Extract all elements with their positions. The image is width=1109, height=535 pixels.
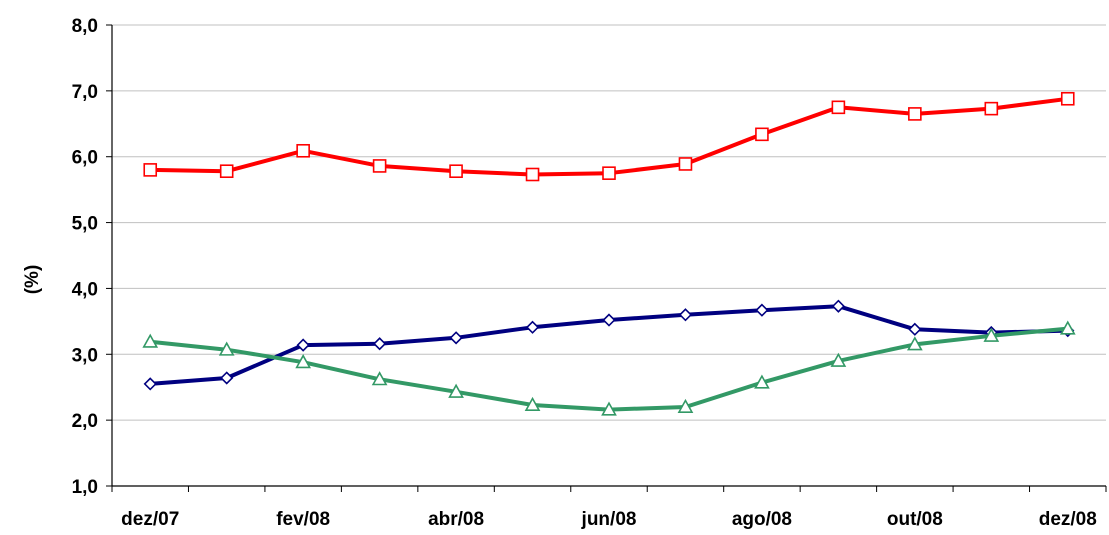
x-tick-label: dez/08 [1039, 509, 1097, 530]
data-point-square [525, 167, 540, 182]
data-point-diamond [372, 337, 387, 351]
x-tick-label: fev/08 [276, 509, 330, 530]
data-point-diamond [525, 320, 540, 334]
data-point-square [372, 159, 387, 173]
data-point-square [984, 101, 999, 116]
data-point-triangle [830, 352, 847, 367]
y-tick-label: 7,0 [72, 82, 98, 103]
x-tick-label: out/08 [887, 509, 943, 530]
data-point-square [831, 100, 846, 115]
x-tick-label: abr/08 [428, 509, 484, 530]
x-tick-label: ago/08 [732, 509, 792, 530]
data-point-square [908, 107, 922, 121]
data-point-square [602, 166, 616, 180]
data-point-diamond [449, 331, 463, 345]
data-point-triangle [218, 341, 235, 356]
y-axis-title: (%) [22, 265, 43, 295]
y-tick-label: 5,0 [72, 214, 98, 235]
data-point-triangle [295, 354, 312, 369]
data-point-square [296, 143, 310, 158]
data-point-square [449, 164, 463, 179]
data-point-square [219, 164, 234, 179]
data-point-diamond [908, 322, 922, 336]
data-point-square [143, 163, 158, 177]
data-point-triangle [677, 398, 694, 413]
y-tick-label: 2,0 [72, 411, 98, 432]
data-point-diamond [143, 377, 157, 391]
x-tick-label: jun/08 [581, 509, 637, 530]
y-tick-label: 8,0 [72, 16, 98, 37]
data-point-diamond [296, 338, 310, 352]
y-tick-label: 6,0 [72, 148, 98, 169]
y-tick-label: 4,0 [72, 279, 98, 300]
data-point-square [755, 127, 769, 142]
data-point-diamond [602, 313, 616, 327]
data-point-triangle [142, 333, 159, 348]
data-point-triangle [754, 374, 770, 389]
series-line-1 [150, 96, 1069, 177]
y-tick-label: 3,0 [72, 345, 98, 366]
data-point-diamond [678, 308, 693, 322]
data-point-triangle [601, 401, 617, 416]
data-point-square [678, 157, 693, 171]
data-point-triangle [371, 371, 388, 386]
data-point-triangle [524, 396, 541, 411]
data-point-square [1060, 91, 1075, 106]
data-point-triangle [448, 383, 464, 398]
data-point-diamond [220, 371, 234, 385]
data-point-diamond [755, 303, 769, 317]
x-tick-label: dez/07 [121, 509, 179, 530]
data-point-triangle [906, 336, 923, 351]
data-point-diamond [831, 299, 846, 313]
data-point-triangle [983, 327, 1000, 342]
series-line-3 [149, 326, 1068, 412]
data-point-triangle [1059, 320, 1076, 335]
y-tick-label: 1,0 [72, 477, 98, 498]
